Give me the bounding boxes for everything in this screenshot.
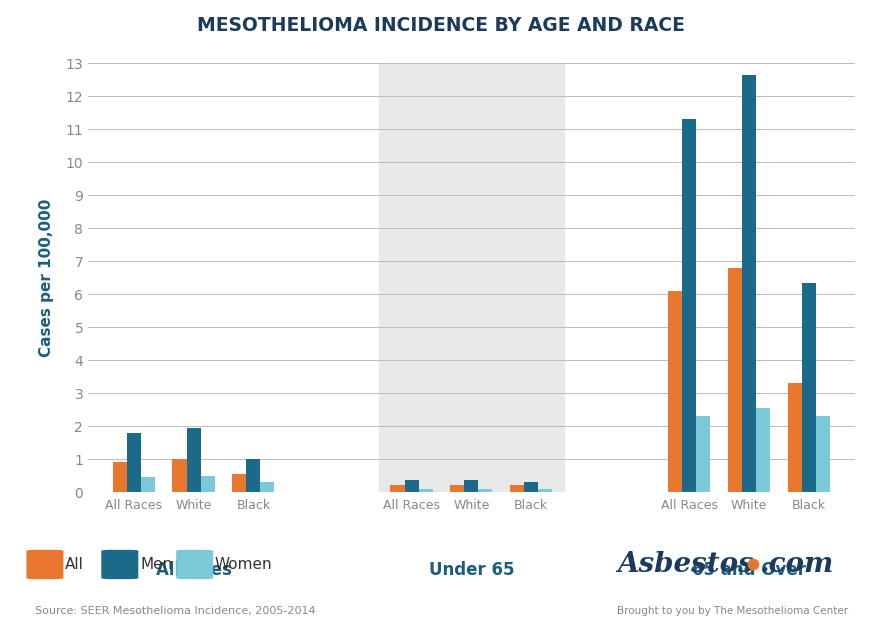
- Bar: [464, 480, 478, 492]
- Bar: [728, 268, 742, 492]
- Bar: [141, 477, 155, 492]
- Bar: [247, 459, 261, 492]
- Bar: [261, 482, 275, 492]
- Text: Brought to you by The Mesothelioma Center: Brought to you by The Mesothelioma Cente…: [617, 606, 848, 616]
- Text: All Ages: All Ages: [156, 561, 232, 579]
- Bar: [450, 485, 464, 492]
- Bar: [379, 63, 564, 492]
- Bar: [127, 433, 141, 492]
- Bar: [404, 480, 418, 492]
- Bar: [524, 482, 538, 492]
- Bar: [668, 291, 682, 492]
- Bar: [187, 428, 201, 492]
- Bar: [201, 476, 215, 492]
- FancyBboxPatch shape: [101, 550, 138, 579]
- Bar: [113, 463, 127, 492]
- Text: .com: .com: [760, 551, 834, 578]
- Text: 65 and Over: 65 and Over: [692, 561, 806, 579]
- Bar: [510, 485, 524, 492]
- Bar: [418, 489, 433, 492]
- Bar: [538, 489, 552, 492]
- Bar: [802, 283, 816, 492]
- Bar: [390, 485, 404, 492]
- Point: [746, 560, 760, 570]
- Text: Asbestos: Asbestos: [617, 551, 753, 578]
- Text: Women: Women: [215, 557, 272, 572]
- Bar: [788, 383, 802, 492]
- Y-axis label: Cases per 100,000: Cases per 100,000: [40, 199, 55, 357]
- Bar: [478, 489, 492, 492]
- Bar: [173, 459, 187, 492]
- Bar: [233, 474, 247, 492]
- Bar: [742, 74, 756, 492]
- Text: MESOTHELIOMA INCIDENCE BY AGE AND RACE: MESOTHELIOMA INCIDENCE BY AGE AND RACE: [196, 16, 685, 35]
- Text: Under 65: Under 65: [428, 561, 515, 579]
- Bar: [816, 416, 830, 492]
- Bar: [696, 416, 710, 492]
- Text: Men: Men: [140, 557, 173, 572]
- FancyBboxPatch shape: [26, 550, 63, 579]
- Text: All: All: [65, 557, 84, 572]
- Bar: [682, 119, 696, 492]
- FancyBboxPatch shape: [176, 550, 213, 579]
- Text: Source: SEER Mesothelioma Incidence, 2005-2014: Source: SEER Mesothelioma Incidence, 200…: [35, 606, 316, 616]
- Bar: [756, 408, 770, 492]
